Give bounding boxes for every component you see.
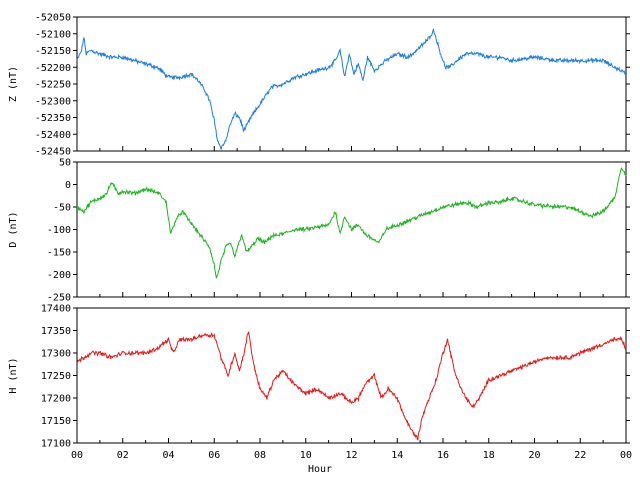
y-tick-label-d: -150 bbox=[47, 248, 71, 259]
panel-d: 50 0 -50 -100 -150 -200 -250 D (nT) bbox=[8, 158, 630, 304]
y-tick-label-h: 17200 bbox=[41, 394, 71, 405]
y-tick-label-h: 17350 bbox=[41, 326, 71, 337]
y-tick-label-z: -52200 bbox=[35, 63, 71, 74]
x-tick-label: 18 bbox=[483, 450, 495, 461]
x-axis-label: Hour bbox=[308, 464, 332, 475]
y-tick-label-d: 0 bbox=[65, 180, 71, 191]
x-tick-label: 00 bbox=[71, 450, 83, 461]
series-line-z bbox=[76, 27, 627, 150]
y-tick-label-z: -52300 bbox=[35, 96, 71, 107]
y-tick-label-d: -250 bbox=[47, 293, 71, 304]
x-tick-label: 02 bbox=[117, 450, 129, 461]
x-tick-label: 00 bbox=[620, 450, 632, 461]
y-tick-label-h: 17150 bbox=[41, 416, 71, 427]
panel-h: 17400 17350 17300 17250 17200 17150 17100 H (nT… bbox=[8, 304, 630, 450]
y-tick-label-h: 17400 bbox=[41, 304, 71, 315]
x-tick-label: 10 bbox=[300, 450, 312, 461]
y-tick-label-d: 50 bbox=[59, 158, 71, 169]
x-tick-label: 16 bbox=[437, 450, 449, 461]
y-tick-label-z: -52350 bbox=[35, 113, 71, 124]
y-tick-label-z: -52250 bbox=[35, 80, 71, 91]
y-tick-label-h: 17100 bbox=[41, 439, 71, 450]
y-tick-label-z: -52050 bbox=[35, 13, 71, 24]
y-axis-label-z: Z (nT) bbox=[8, 66, 19, 102]
x-tick-label: 14 bbox=[391, 450, 403, 461]
x-tick-label: 20 bbox=[528, 450, 540, 461]
y-tick-label-z: -52450 bbox=[35, 147, 71, 158]
y-tick-label-d: -50 bbox=[53, 203, 71, 214]
x-tick-label: 08 bbox=[254, 450, 266, 461]
series-line-h bbox=[76, 331, 627, 441]
y-tick-label-h: 17250 bbox=[41, 371, 71, 382]
x-tick-label: 12 bbox=[345, 450, 357, 461]
y-tick-label-z: -52150 bbox=[35, 46, 71, 57]
x-tick-label: 04 bbox=[162, 450, 174, 461]
series-line-d bbox=[76, 167, 627, 279]
y-tick-label-z: -52400 bbox=[35, 130, 71, 141]
y-axis-label-d: D (nT) bbox=[8, 211, 19, 247]
panel-z: -52050 -52100 -52150 -52200 -52250 -52300 -523… bbox=[8, 13, 630, 158]
y-tick-label-z: -52100 bbox=[35, 29, 71, 40]
y-tick-label-d: -100 bbox=[47, 225, 71, 236]
y-axis-label-h: H (nT) bbox=[8, 357, 19, 393]
x-tick-label: 06 bbox=[208, 450, 220, 461]
y-tick-label-h: 17300 bbox=[41, 349, 71, 360]
y-tick-label-d: -200 bbox=[47, 270, 71, 281]
x-tick-label: 22 bbox=[574, 450, 586, 461]
